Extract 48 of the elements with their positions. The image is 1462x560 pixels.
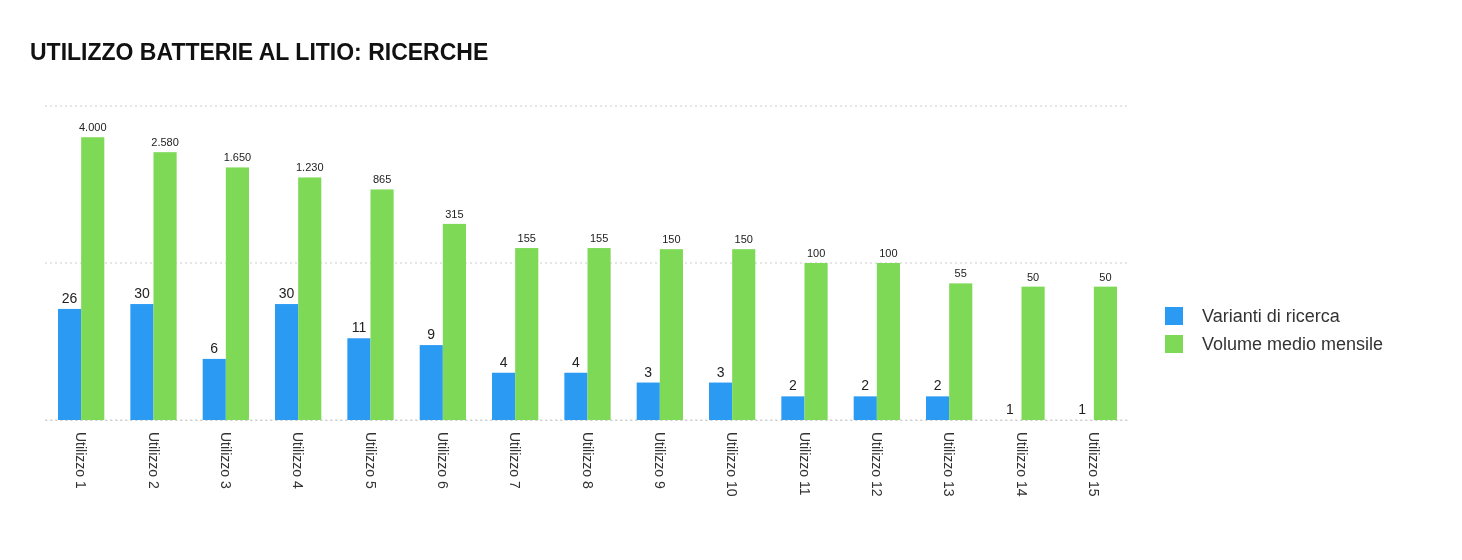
data-label: 4 (499, 353, 508, 370)
x-tick-label: Utilizzo 13 (941, 432, 958, 497)
x-tick-label: Utilizzo 3 (217, 432, 234, 490)
x-tick-label: Utilizzo 4 (290, 432, 307, 490)
x-tick-label: Utilizzo 10 (724, 432, 741, 497)
data-label: 4 (572, 353, 581, 370)
data-label: 865 (372, 173, 392, 186)
x-tick-label: Utilizzo 9 (651, 432, 668, 490)
legend-label: Volume medio mensile (1202, 334, 1384, 354)
data-label: 2 (861, 377, 870, 394)
data-label: 1 (1006, 401, 1015, 417)
data-label: 155 (589, 232, 609, 245)
data-label: 11 (351, 319, 367, 336)
x-tick-label: Utilizzo 8 (579, 432, 596, 490)
chart-title: UTILIZZO BATTERIE AL LITIO: RICERCHE (30, 39, 489, 65)
data-label: 2.580 (151, 136, 179, 149)
data-label: 1.650 (223, 151, 252, 164)
x-tick-label: Utilizzo 12 (868, 432, 885, 497)
data-label: 100 (806, 247, 826, 259)
data-label: 1.230 (295, 161, 324, 174)
data-label: 4.000 (78, 121, 107, 134)
x-tick-label: Utilizzo 7 (507, 432, 524, 490)
data-label: 50 (1026, 270, 1040, 283)
data-label: 26 (61, 289, 78, 306)
data-label: 3 (644, 363, 653, 380)
data-label: 30 (278, 285, 295, 302)
data-label: 30 (134, 285, 150, 302)
x-tick-label: Utilizzo 15 (1085, 432, 1102, 497)
data-label: 50 (1099, 270, 1112, 283)
x-tick-label: Utilizzo 14 (1013, 432, 1030, 497)
data-label: 150 (734, 233, 753, 246)
x-tick-label: Utilizzo 1 (73, 432, 90, 490)
data-label: 2 (789, 377, 798, 394)
data-label: 150 (662, 233, 681, 246)
data-label: 6 (210, 339, 219, 356)
x-tick-label: Utilizzo 2 (145, 432, 162, 490)
data-label: 3 (716, 363, 725, 380)
data-label: 100 (879, 247, 898, 259)
x-tick-label: Utilizzo 11 (796, 432, 813, 496)
data-label: 2 (933, 377, 942, 394)
data-label: 55 (954, 267, 967, 280)
legend-label: Varianti di ricerca (1202, 306, 1341, 326)
x-tick-label: Utilizzo 6 (434, 432, 451, 490)
data-label: 315 (445, 207, 464, 220)
x-tick-label: Utilizzo 5 (362, 432, 379, 490)
data-label: 155 (517, 232, 536, 245)
data-label: 1 (1078, 401, 1087, 417)
data-label: 9 (427, 326, 436, 343)
